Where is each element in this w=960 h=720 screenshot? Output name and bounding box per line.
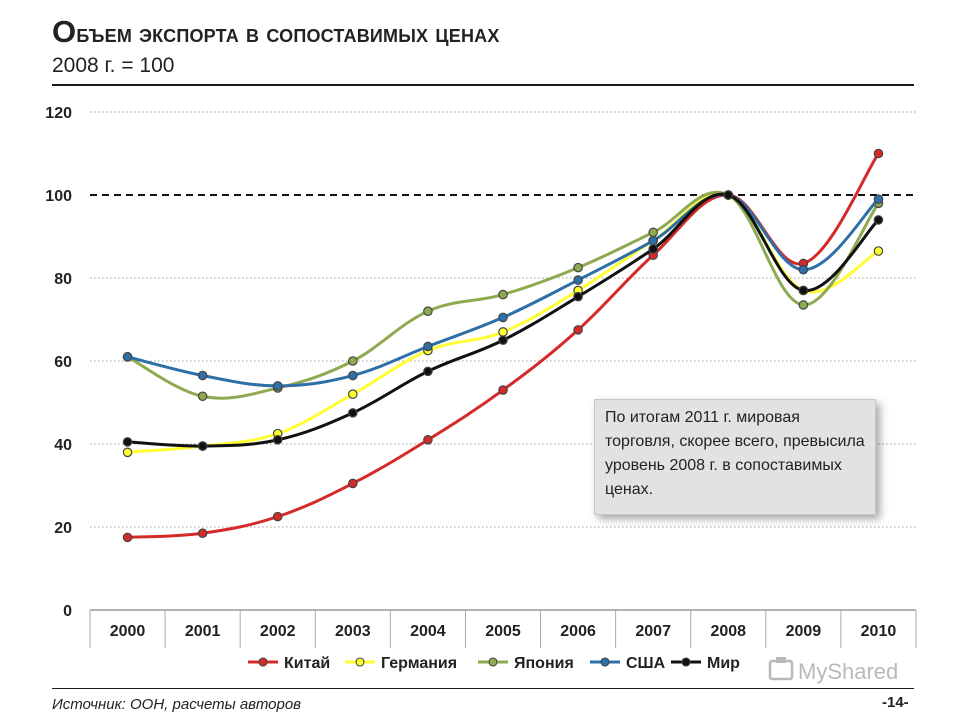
- legend-label: Германия: [381, 655, 457, 672]
- x-tick-label: 2010: [861, 623, 897, 640]
- data-point-world: [423, 366, 433, 377]
- data-point-world: [122, 437, 133, 447]
- data-point-world: [272, 435, 283, 445]
- y-tick-label: 100: [45, 188, 72, 205]
- data-point-world: [873, 215, 884, 225]
- data-point-usa: [197, 370, 208, 381]
- data-point-usa: [122, 352, 133, 362]
- series-line-japan: [126, 190, 880, 400]
- data-point-world: [723, 190, 734, 200]
- legend-marker: [258, 657, 268, 667]
- page-number: -14-: [882, 694, 909, 711]
- legend-label: Мир: [707, 655, 740, 672]
- data-point-usa: [648, 235, 658, 246]
- data-point-world: [648, 244, 658, 254]
- data-point-world: [573, 291, 583, 302]
- grid-lines: [90, 111, 916, 528]
- data-point-world: [197, 441, 208, 451]
- axes: 0 20 40 60 80 100 120 2000 2001 2002 2003 2004 2005 2…: [45, 105, 917, 648]
- x-tick-label: 2002: [260, 623, 296, 640]
- legend-item: Япония: [478, 655, 574, 672]
- y-tick-label: 120: [45, 105, 72, 122]
- data-point-china: [423, 435, 433, 445]
- x-tick-label: 2007: [635, 623, 671, 640]
- legend-label: Китай: [284, 655, 330, 672]
- data-point-japan: [798, 300, 809, 310]
- legend-label: Япония: [514, 655, 574, 672]
- legend-item: Германия: [345, 655, 457, 672]
- data-point-germany: [873, 246, 884, 256]
- watermark-logo: MyShared: [768, 657, 898, 684]
- data-point-usa: [272, 381, 283, 391]
- data-point-usa: [798, 264, 809, 275]
- series-japan: [122, 190, 884, 402]
- data-point-japan: [498, 289, 508, 300]
- y-tick-label: 40: [54, 437, 72, 454]
- x-tick-label: 2000: [110, 623, 146, 640]
- data-point-china: [272, 511, 283, 522]
- data-point-japan: [573, 262, 583, 273]
- series-world: [122, 190, 884, 451]
- series-lines: [122, 148, 884, 543]
- x-tick-label: 2008: [710, 623, 746, 640]
- series-line-usa: [126, 193, 880, 388]
- page-title: Объем экспорта в сопоставимых ценах: [52, 14, 500, 50]
- legend-item: США: [590, 655, 666, 672]
- legend-item: Мир: [671, 655, 740, 672]
- y-tick-label: 60: [54, 354, 72, 371]
- data-point-japan: [348, 356, 358, 366]
- data-point-china: [498, 385, 508, 395]
- title-text: бъем экспорта в сопоставимых ценах: [76, 20, 500, 48]
- data-point-japan: [423, 306, 433, 316]
- x-tick-label: 2006: [560, 623, 596, 640]
- y-tick-label: 80: [54, 271, 72, 288]
- annotation-box: По итогам 2011 г. мировая торговля, скор…: [594, 399, 876, 515]
- x-tick-label: 2005: [485, 623, 521, 640]
- watermark-icon: [768, 659, 794, 681]
- data-point-world: [498, 335, 508, 346]
- legend-item: Китай: [248, 655, 330, 672]
- data-point-china: [873, 148, 884, 159]
- series-line-world: [126, 192, 880, 448]
- x-tick-label: 2001: [185, 623, 221, 640]
- watermark-text: MyShared: [798, 659, 898, 684]
- data-point-usa: [498, 312, 508, 323]
- data-point-china: [197, 528, 208, 539]
- legend-marker: [355, 657, 365, 667]
- y-tick-label: 0: [63, 603, 72, 620]
- legend: Китай Германия Япония США Мир: [248, 655, 740, 672]
- data-point-china: [573, 325, 583, 335]
- x-tick-label: 2004: [410, 623, 446, 640]
- header-divider: [52, 84, 914, 86]
- data-point-world: [348, 408, 358, 418]
- x-tick-label: 2009: [786, 623, 822, 640]
- line-chart: 0 20 40 60 80 100 120 2000 2001 2002 2003 2004 2005 2…: [45, 105, 917, 672]
- data-point-japan: [648, 227, 658, 238]
- data-point-germany: [348, 389, 358, 399]
- legend-marker: [600, 657, 610, 667]
- data-point-china: [122, 532, 133, 543]
- data-point-germany: [122, 447, 133, 458]
- data-point-japan: [197, 391, 208, 402]
- page-subtitle: 2008 г. = 100: [52, 54, 175, 77]
- x-tick-label: 2003: [335, 623, 371, 640]
- data-point-usa: [573, 275, 583, 285]
- legend-label: США: [626, 655, 666, 672]
- data-point-usa: [873, 194, 884, 204]
- data-point-germany: [498, 327, 508, 337]
- data-point-usa: [423, 341, 433, 352]
- data-point-usa: [348, 370, 358, 381]
- footer-divider: [52, 688, 914, 689]
- legend-marker: [681, 657, 691, 667]
- y-tick-label: 20: [54, 520, 72, 537]
- series-usa: [122, 190, 884, 391]
- data-point-world: [798, 285, 809, 296]
- legend-marker: [488, 657, 498, 667]
- data-point-china: [348, 478, 358, 489]
- source-note: Источник: ООН, расчеты авторов: [52, 696, 302, 713]
- title-initial: О: [52, 14, 77, 49]
